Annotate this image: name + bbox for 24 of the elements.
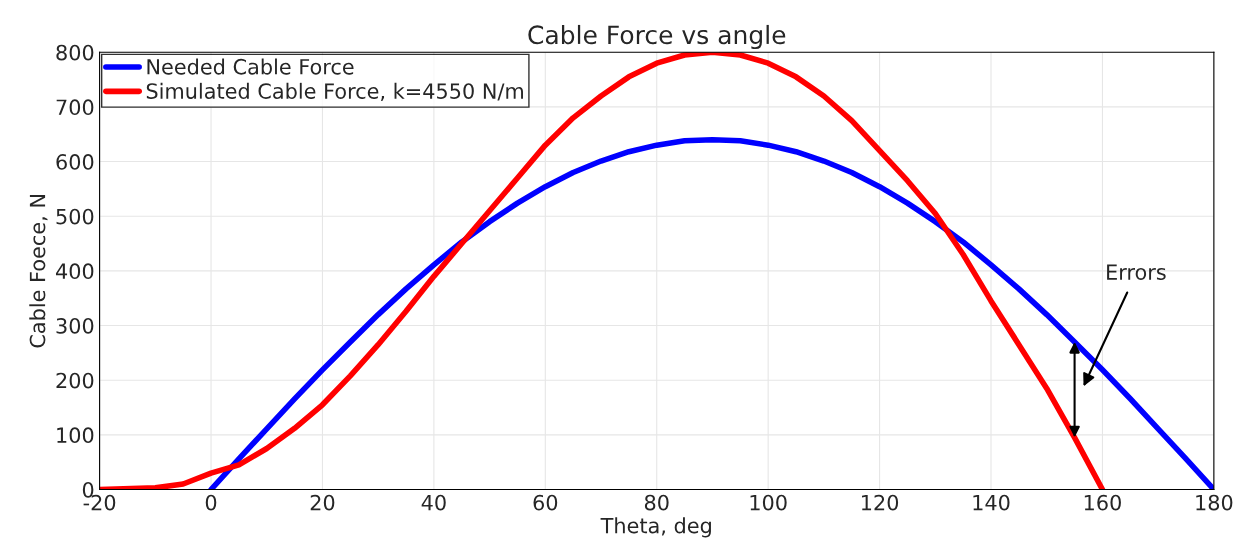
y-tick-label: 100 [57,427,94,444]
x-tick-label: 140 [973,494,1010,511]
y-tick-label: 500 [56,208,94,225]
x-tick-label: 20 [310,494,335,511]
x-tick-label: 80 [644,494,669,511]
x-tick-label: 0 [205,494,217,511]
x-tick-label: 60 [533,494,558,511]
x-axis-title: Theta, deg [600,517,711,538]
x-tick-label: 40 [421,494,446,511]
chart-title: Cable Force vs angle [528,24,786,50]
y-tick-label: 800 [56,44,94,61]
legend-label: Simulated Cable Force, k=4550 N/m [146,82,523,102]
y-tick-label: 600 [56,154,94,170]
y-tick-label: 700 [56,99,94,116]
y-axis-title: Cable Foece, N [29,195,48,348]
y-tick-label: 200 [56,372,94,389]
annotation: Errors [1107,264,1166,280]
x-tick-label: 180 [1196,494,1233,511]
y-tick-label: 300 [56,317,94,334]
legend-label: Needed Cable Force [147,58,354,75]
x-tick-label: 160 [1084,494,1121,511]
x-tick-label: 120 [862,494,899,511]
y-tick-label: 400 [55,263,94,280]
x-tick-label: 100 [750,494,787,511]
